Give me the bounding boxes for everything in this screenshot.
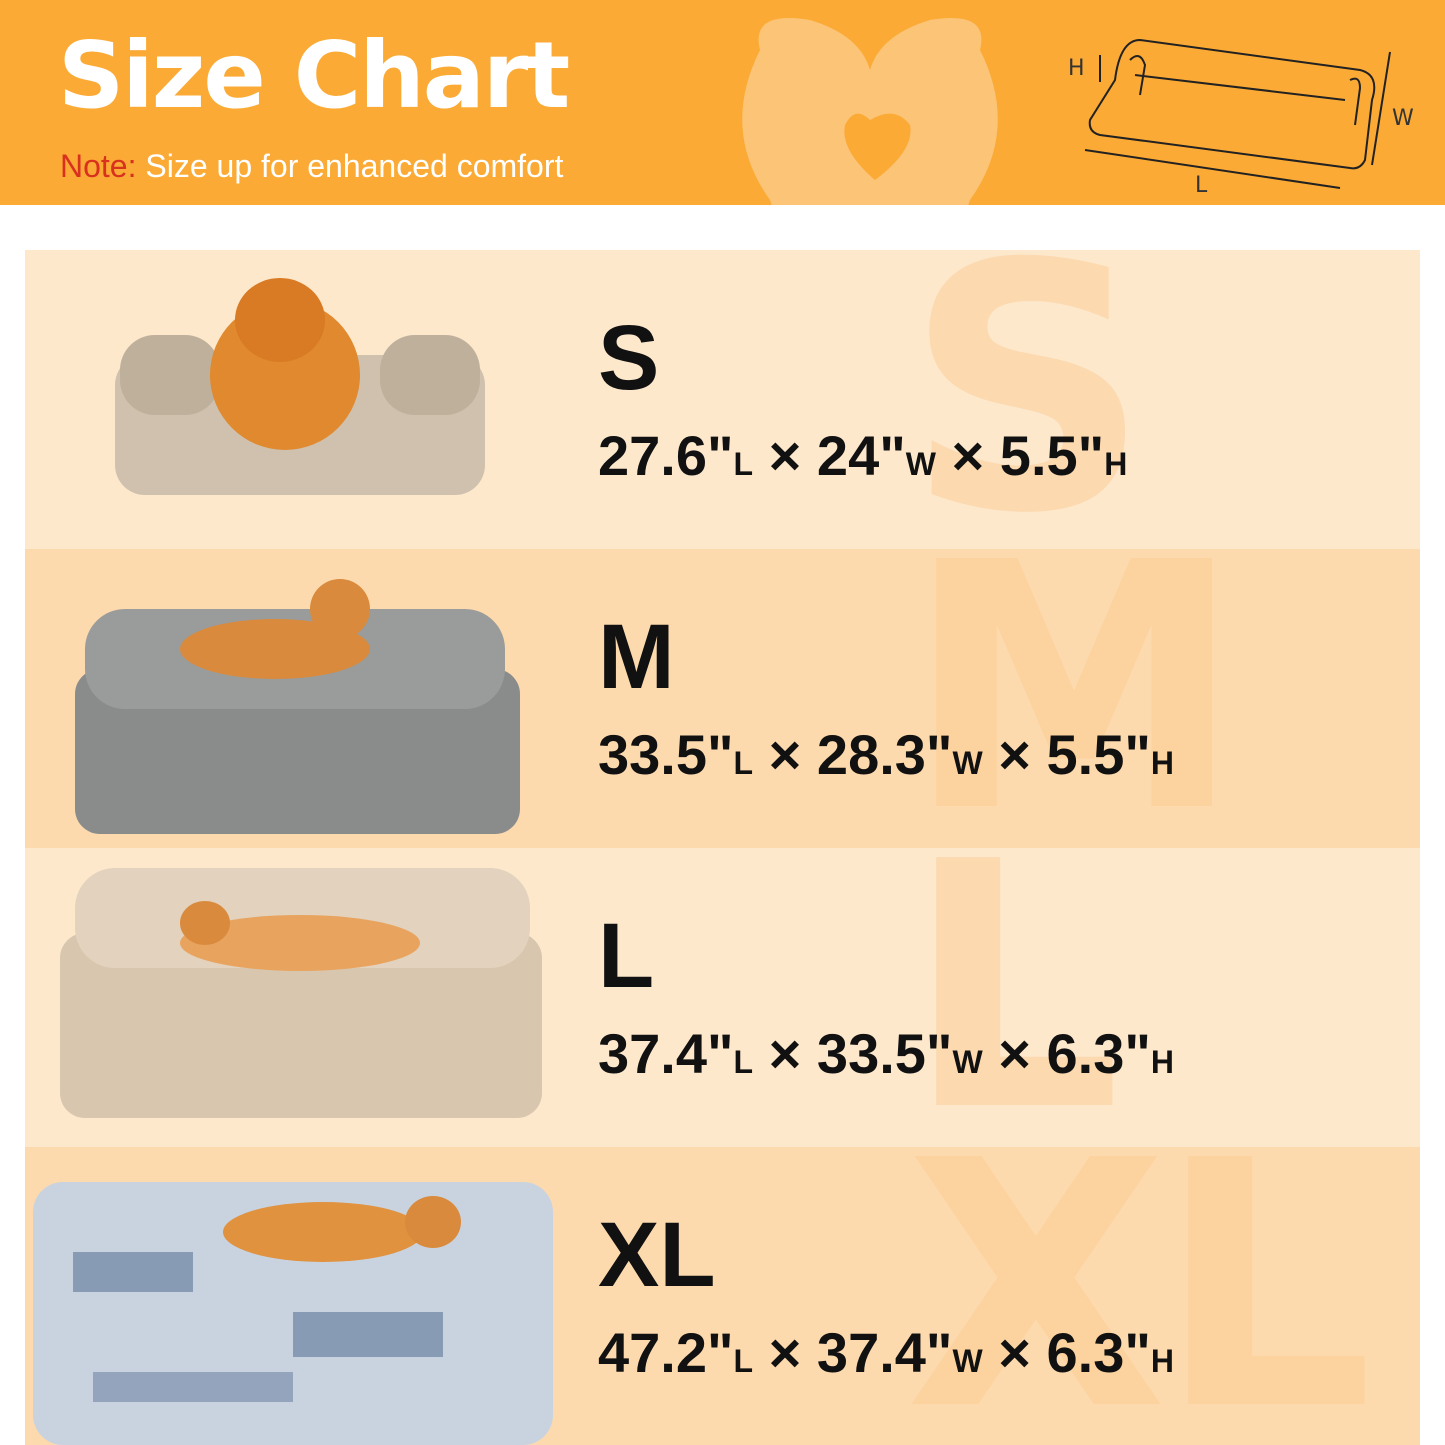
watermark-letter: S [905,250,1150,549]
width: 37.4" [816,1321,953,1384]
times: × [998,1022,1031,1085]
diagram-l-label: L [1195,173,1208,198]
times: × [768,1321,802,1384]
unit-h: H [1104,446,1128,482]
note: Note: Size up for enhanced comfort [60,150,563,182]
unit-w: W [952,1044,983,1080]
bed-image-l [60,868,542,1118]
unit-l: L [733,1044,754,1080]
times: × [951,424,985,487]
watermark-letter: XL [905,1147,1374,1445]
unit-l: L [733,745,754,781]
note-text: Size up for enhanced comfort [136,148,564,184]
size-row-s: S S 27.6"L × 24"W × 5.5"H [25,250,1420,549]
dimensions: 37.4"L × 33.5"W × 6.3"H [598,1026,1174,1082]
unit-l: L [733,446,754,482]
length: 47.2" [598,1321,734,1384]
size-label: L [598,905,655,1007]
header-banner: Size Chart Note: Size up for enhanced co… [0,0,1445,205]
length: 37.4" [598,1022,734,1085]
length: 33.5" [598,723,734,786]
dimensions: 47.2"L × 37.4"W × 6.3"H [598,1325,1174,1381]
times: × [998,723,1031,786]
unit-w: W [905,446,936,482]
dog-silhouette-icon [742,18,998,205]
height: 6.3" [1046,1321,1151,1384]
times: × [768,424,802,487]
unit-l: L [733,1343,754,1379]
diagram-h-label: H [1068,56,1085,81]
size-label: XL [598,1204,716,1306]
diagram-w-label: W [1392,106,1414,131]
length: 27.6" [598,424,734,487]
bed-image-s [115,278,485,495]
unit-h: H [1150,1343,1175,1379]
size-label: M [598,606,675,708]
width: 24" [816,424,906,487]
page-title: Size Chart [58,22,570,129]
size-row-m: M M 33.5"L × 28.3"W × 5.5"H [25,549,1420,848]
unit-h: H [1150,745,1175,781]
times: × [998,1321,1031,1384]
times: × [768,1022,802,1085]
watermark-letter: L [905,848,1122,1147]
width: 33.5" [816,1022,953,1085]
unit-h: H [1150,1044,1175,1080]
dimensions: 27.6"L × 24"W × 5.5"H [598,428,1127,484]
size-row-xl: XL XL 47.2"L × 37.4"W × 6.3"H [25,1147,1420,1445]
times: × [768,723,802,786]
bed-dimension-diagram: H W L [1068,38,1414,198]
unit-w: W [952,1343,983,1379]
unit-w: W [952,745,983,781]
size-label: S [598,307,660,409]
note-label: Note: [60,148,137,184]
size-table: S S 27.6"L × 24"W × 5.5"H M M 33.5"L × 2… [25,250,1420,1445]
height: 5.5" [1046,723,1151,786]
dimensions: 33.5"L × 28.3"W × 5.5"H [598,727,1174,783]
bed-image-m [75,579,520,834]
watermark-letter: M [905,549,1243,848]
width: 28.3" [816,723,953,786]
height: 5.5" [999,424,1105,487]
bed-image-xl [33,1182,553,1445]
height: 6.3" [1046,1022,1151,1085]
size-row-l: L L 37.4"L × 33.5"W × 6.3"H [25,848,1420,1147]
